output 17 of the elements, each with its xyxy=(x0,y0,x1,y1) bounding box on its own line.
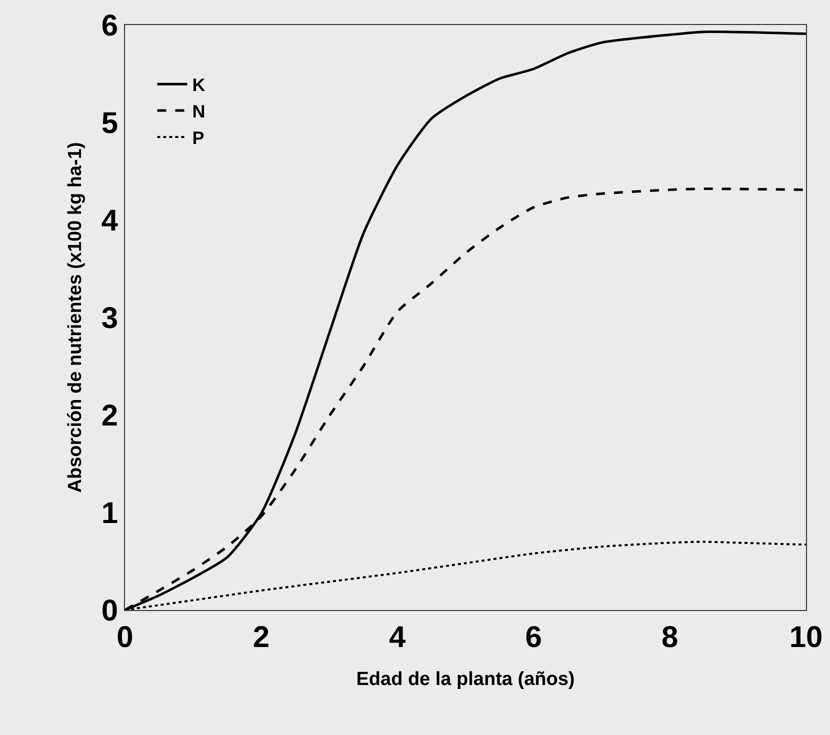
y-tick-label: 4 xyxy=(101,204,118,238)
x-tick-label: 8 xyxy=(661,621,678,654)
y-tick-label: 5 xyxy=(101,107,118,140)
x-axis-title: Edad de la planta (años) xyxy=(356,668,575,690)
x-tick-label: 6 xyxy=(525,621,542,654)
y-tick-label: 1 xyxy=(101,497,118,530)
legend-label: P xyxy=(192,128,204,148)
x-tick-label: 2 xyxy=(252,621,270,654)
y-tick-label: 2 xyxy=(101,400,118,432)
x-tick-label: 10 xyxy=(789,621,823,654)
y-axis-title: Absorción de nutrientes (x100 kg ha-1) xyxy=(65,142,86,493)
legend-label: K xyxy=(192,75,206,96)
y-tick-label: 0 xyxy=(101,594,118,628)
x-tick-label: 4 xyxy=(389,621,406,654)
legend-label: N xyxy=(192,102,206,122)
y-tick-label: 6 xyxy=(101,10,118,42)
y-tick-label: 3 xyxy=(101,302,118,335)
